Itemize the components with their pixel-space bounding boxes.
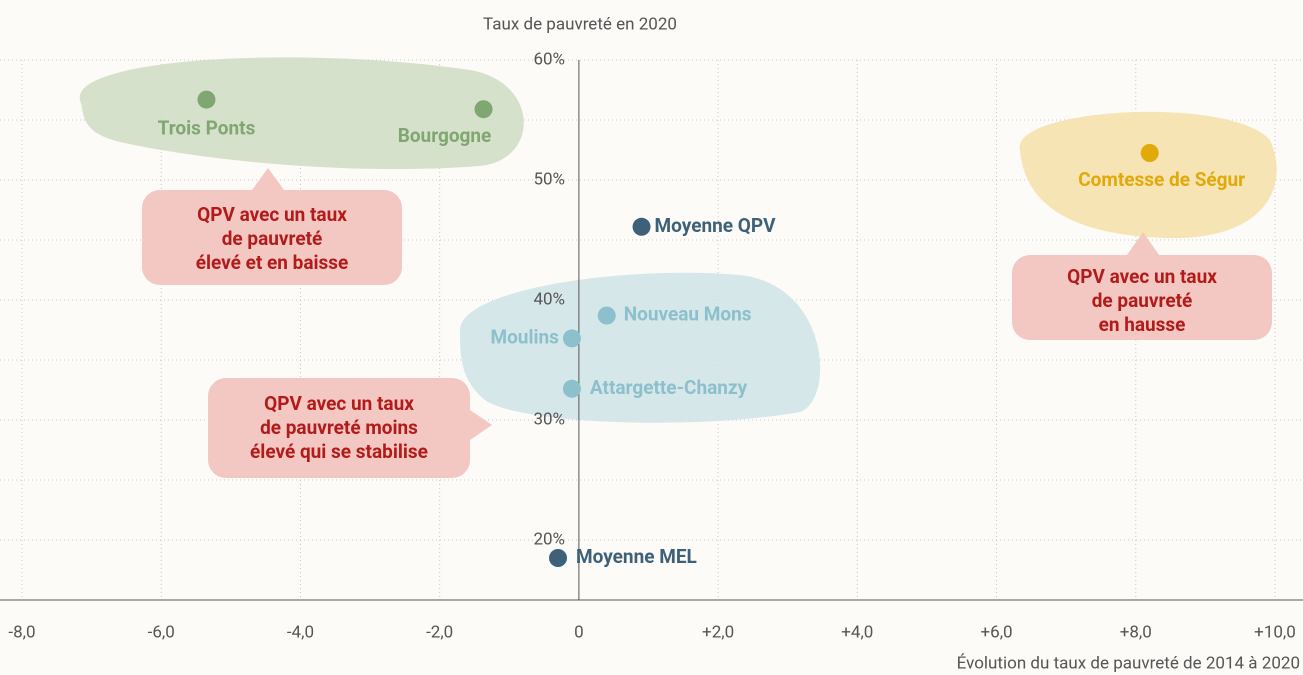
callout: QPV avec un taux de pauvreté moins élevé… [208,378,492,478]
point-label: Moyenne QPV [655,214,777,237]
callout: QPV avec un taux de pauvreté élevé et en… [142,168,402,285]
point-label: Bourgogne [398,124,492,147]
annotation-line: élevé qui se stabilise [250,440,428,463]
annotation-line: de pauvreté [1092,289,1193,312]
point [597,306,616,325]
x-tick-label: -6,0 [148,622,175,642]
x-tick-label: +4,0 [841,622,873,642]
annotation-line: de pauvreté moins [260,416,418,439]
y-tick-label: 50% [533,169,565,189]
group-blob [79,57,524,170]
point-label: Attargette-Chanzy [590,376,748,399]
group-blob [460,272,821,423]
annotation-line: de pauvreté [222,227,323,250]
x-tick-label: +6,0 [981,622,1013,642]
annotation-line: QPV avec un taux [1067,265,1217,288]
x-tick-label: 0 [574,622,584,642]
point [562,379,581,398]
y-tick-label: 40% [533,289,565,309]
point-label: Trois Ponts [158,117,256,140]
point-label: Comtesse de Ségur [1078,168,1245,191]
y-axis-title: Taux de pauvreté en 2020 [483,14,677,34]
point [197,90,216,109]
x-tick-label: -2,0 [426,622,453,642]
x-tick-label: -4,0 [287,622,314,642]
x-tick-label: +10,0 [1254,622,1296,642]
point [632,217,651,236]
x-axis-title: Évolution du taux de pauvreté de 2014 à … [957,653,1300,673]
point-label: Moulins [490,325,559,348]
callout: QPV avec un taux de pauvreté en hausse [1012,232,1272,340]
annotation-line: en hausse [1099,313,1186,336]
x-tick-label: +8,0 [1120,622,1152,642]
y-tick-label: 60% [533,49,565,69]
point-label: Moyenne MEL [576,545,697,568]
annotation-line: QPV avec un taux [197,203,347,226]
point [474,100,493,119]
y-tick-label: 20% [533,529,565,549]
x-tick-label: -8,0 [8,622,35,642]
point [549,549,568,567]
x-tick-label: +2,0 [702,622,734,642]
point [1140,144,1159,162]
point-label: Nouveau Mons [624,303,752,326]
y-tick-label: 30% [533,409,565,429]
annotation-line: élevé et en baisse [196,251,349,274]
group-blob [1019,111,1277,239]
point [562,329,581,348]
annotation-line: QPV avec un taux [264,392,414,415]
